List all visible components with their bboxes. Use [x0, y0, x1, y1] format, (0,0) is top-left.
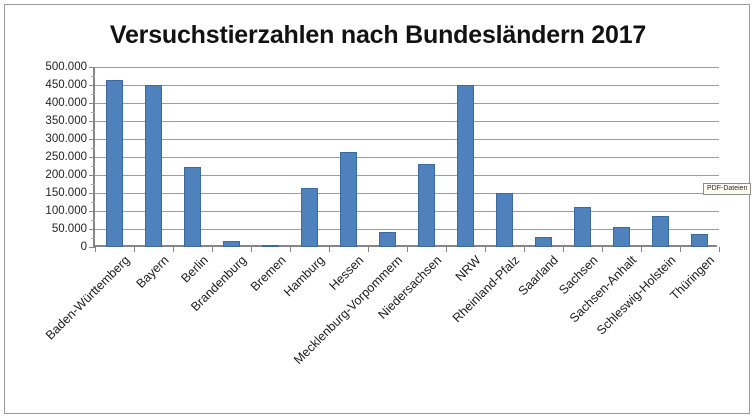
y-tick-mark [89, 85, 95, 86]
y-tick-mark [89, 67, 95, 68]
x-axis-tick-label: Baden-Württemberg [42, 253, 133, 343]
x-tick-mark [368, 247, 369, 252]
y-axis-tick-label: 350.000 [45, 115, 87, 127]
y-tick-minor [91, 94, 95, 95]
bar [106, 79, 123, 247]
y-tick-mark [89, 193, 95, 194]
bar-series [95, 67, 719, 247]
y-axis-tick-label: 0 [80, 241, 87, 253]
y-axis-tick-label: 500.000 [45, 61, 87, 73]
y-axis-tick-label: 100.000 [45, 205, 87, 217]
gridline [95, 229, 719, 230]
bar [535, 236, 552, 247]
x-axis-tick-label: Hamburg [281, 253, 328, 300]
y-axis-tick-label: 200.000 [45, 169, 87, 181]
y-tick-minor [91, 220, 95, 221]
y-tick-minor [91, 130, 95, 131]
bar [223, 240, 240, 247]
x-tick-mark [134, 247, 135, 252]
gridline [95, 67, 719, 68]
x-tick-mark [212, 247, 213, 252]
bar [574, 206, 591, 247]
y-axis-tick-label: 400.000 [45, 97, 87, 109]
plot-area [89, 67, 720, 252]
bar [457, 85, 474, 247]
x-tick-mark [563, 247, 564, 252]
y-tick-mark [89, 103, 95, 104]
y-tick-minor [91, 76, 95, 77]
y-tick-mark [89, 121, 95, 122]
x-tick-mark [290, 247, 291, 252]
bar [418, 164, 435, 247]
bar [301, 188, 318, 247]
gridline [95, 157, 719, 158]
chart-frame: Versuchstierzahlen nach Bundesländern 20… [4, 4, 752, 415]
x-axis-labels: Baden-Württemberg Bayern Berlin Brandenburg… [43, 253, 717, 413]
y-tick-minor [91, 202, 95, 203]
bar [340, 152, 357, 247]
page-title: Versuchstierzahlen nach Bundesländern 20… [109, 21, 647, 49]
x-tick-mark [641, 247, 642, 252]
bar [613, 227, 630, 247]
gridline [95, 121, 719, 122]
gridline [95, 211, 719, 212]
y-axis-tick-label: 250.000 [45, 151, 87, 163]
plot-wrapper: 500.000 450.000 400.000 350.000 300.000 250.0… [5, 5, 751, 415]
x-tick-mark [407, 247, 408, 252]
x-axis-tick-label: Saarland [516, 253, 562, 299]
y-tick-mark [89, 139, 95, 140]
y-tick-mark [89, 229, 95, 230]
gridline [95, 139, 719, 140]
y-tick-minor [91, 112, 95, 113]
x-axis-tick-label: Berlin [177, 253, 211, 286]
x-tick-mark [602, 247, 603, 252]
x-axis-tick-label: Bayern [133, 253, 172, 291]
y-tick-mark [89, 247, 95, 248]
y-tick-minor [91, 184, 95, 185]
x-tick-mark [329, 247, 330, 252]
gridline [95, 103, 719, 104]
y-tick-minor [91, 166, 95, 167]
y-axis-tick-label: 300.000 [45, 133, 87, 145]
y-tick-mark [89, 175, 95, 176]
bar [691, 234, 708, 247]
y-axis-tick-label: 50.000 [51, 223, 87, 235]
y-tick-mark [89, 157, 95, 158]
y-tick-minor [91, 148, 95, 149]
x-tick-mark [719, 247, 720, 252]
bar [262, 245, 279, 247]
bar [184, 167, 201, 247]
x-tick-mark [524, 247, 525, 252]
x-tick-mark [95, 247, 96, 252]
y-axis-tick-label: 450.000 [45, 79, 87, 91]
x-axis-tick-label: NRW [452, 253, 484, 284]
x-tick-mark [485, 247, 486, 252]
gridline [95, 193, 719, 194]
y-tick-mark [89, 211, 95, 212]
y-axis-tick-label: 150.000 [45, 187, 87, 199]
gridline [95, 175, 719, 176]
x-tick-mark [251, 247, 252, 252]
bar [379, 231, 396, 247]
x-tick-mark [680, 247, 681, 252]
bar [652, 216, 669, 247]
bar [496, 193, 513, 247]
y-tick-minor [91, 238, 95, 239]
pdf-dateien-chip[interactable]: PDF-Dateien [703, 183, 752, 195]
gridline [95, 85, 719, 86]
x-tick-mark [173, 247, 174, 252]
bar [145, 85, 162, 247]
x-tick-mark [446, 247, 447, 252]
